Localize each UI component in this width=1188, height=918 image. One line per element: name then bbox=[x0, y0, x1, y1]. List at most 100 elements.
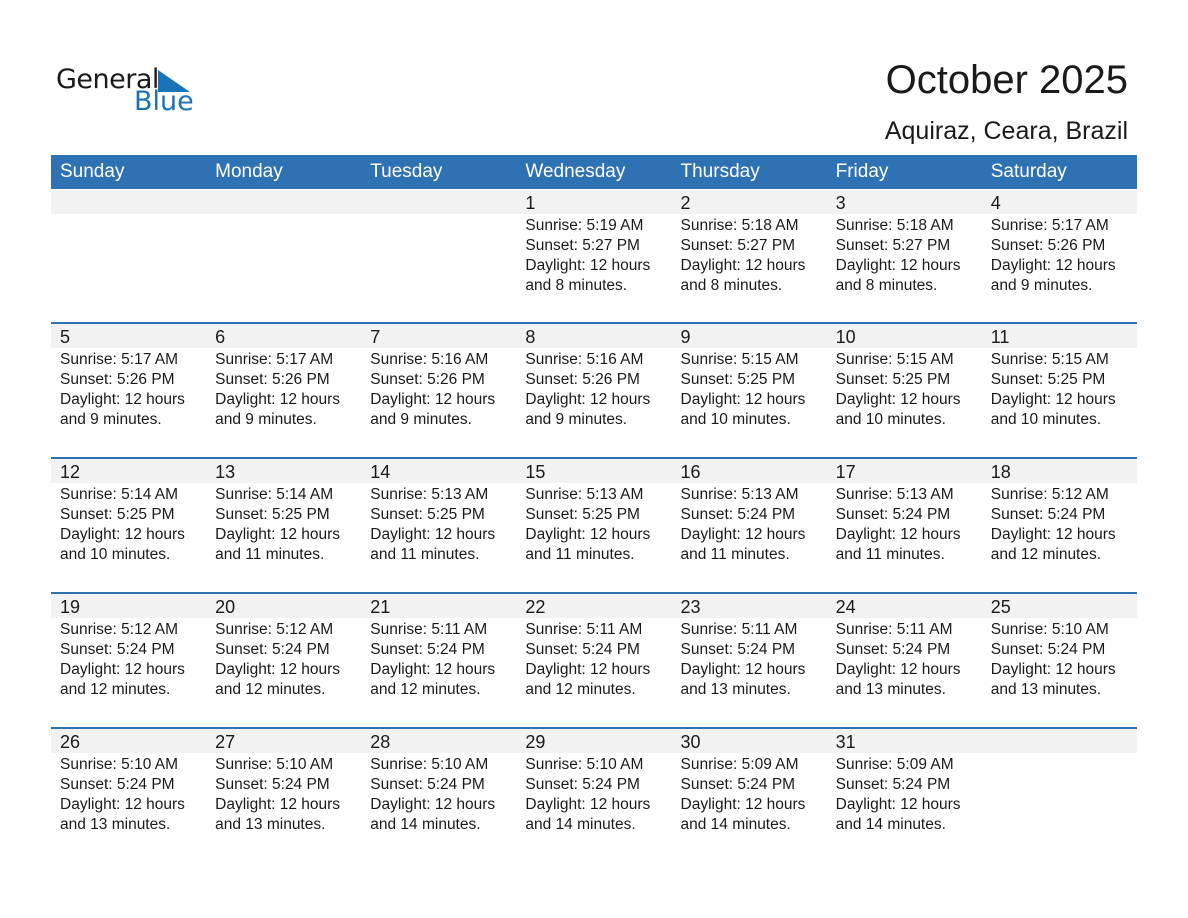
day-number-band bbox=[51, 190, 1137, 214]
daylight-text: Daylight: 12 hours bbox=[835, 391, 961, 408]
day-cell: 6 Sunrise: 5:17 AM Sunset: 5:26 PM Daylight… bbox=[206, 324, 361, 430]
daylight-text: Daylight: 12 hours bbox=[835, 796, 961, 813]
daylight-minutes: and 11 minutes. bbox=[215, 546, 325, 563]
daylight-minutes: and 12 minutes. bbox=[60, 681, 171, 698]
sunrise-text: Sunrise: 5:13 AM bbox=[835, 486, 954, 503]
sunset-text: Sunset: 5:24 PM bbox=[215, 641, 330, 658]
calendar-week: 5 Sunrise: 5:17 AM Sunset: 5:26 PM Daylight… bbox=[51, 324, 1137, 459]
sunset-text: Sunset: 5:24 PM bbox=[60, 776, 175, 793]
day-cell: 14 Sunrise: 5:13 AM Sunset: 5:25 PM Dayligh… bbox=[361, 459, 516, 565]
sunrise-text: Sunrise: 5:13 AM bbox=[680, 486, 799, 503]
logo-triangle-icon bbox=[158, 70, 190, 92]
daylight-text: Daylight: 12 hours bbox=[990, 257, 1116, 274]
day-cell: 24 Sunrise: 5:11 AM Sunset: 5:24 PM Dayligh… bbox=[827, 594, 982, 700]
sunrise-text: Sunrise: 5:10 AM bbox=[215, 756, 334, 773]
daylight-text: Daylight: 12 hours bbox=[680, 661, 806, 678]
day-number-band bbox=[51, 459, 1137, 483]
day-cell: 13 Sunrise: 5:14 AM Sunset: 5:25 PM Dayligh… bbox=[206, 459, 361, 565]
day-number: 12 bbox=[60, 462, 81, 482]
day-number-band bbox=[51, 729, 1137, 753]
sunrise-text: Sunrise: 5:10 AM bbox=[60, 756, 179, 773]
calendar-week: 26 Sunrise: 5:10 AM Sunset: 5:24 PM Dayligh… bbox=[51, 729, 1137, 864]
day-cell: 21 Sunrise: 5:11 AM Sunset: 5:24 PM Dayligh… bbox=[361, 594, 516, 700]
calendar-weeks: 1 Sunrise: 5:19 AM Sunset: 5:27 PM Daylight… bbox=[51, 189, 1137, 864]
sunrise-text: Sunrise: 5:16 AM bbox=[370, 351, 489, 368]
day-cell: 9 Sunrise: 5:15 AM Sunset: 5:25 PM Daylight… bbox=[672, 324, 827, 430]
sunrise-text: Sunrise: 5:11 AM bbox=[370, 621, 488, 638]
sunrise-text: Sunrise: 5:16 AM bbox=[525, 351, 644, 368]
day-number: 16 bbox=[680, 462, 701, 482]
daylight-minutes: and 11 minutes. bbox=[835, 546, 945, 563]
daylight-text: Daylight: 12 hours bbox=[370, 661, 496, 678]
sunrise-text: Sunrise: 5:17 AM bbox=[215, 351, 334, 368]
daylight-minutes: and 8 minutes. bbox=[525, 277, 628, 294]
day-number: 8 bbox=[525, 327, 536, 347]
day-number: 6 bbox=[215, 327, 226, 347]
sunrise-text: Sunrise: 5:12 AM bbox=[990, 486, 1109, 503]
day-number: 22 bbox=[525, 597, 546, 617]
day-cell: 3 Sunrise: 5:18 AM Sunset: 5:27 PM Daylight… bbox=[827, 189, 982, 296]
sunset-text: Sunset: 5:27 PM bbox=[835, 237, 951, 254]
day-number: 1 bbox=[525, 193, 536, 213]
sunset-text: Sunset: 5:26 PM bbox=[215, 371, 330, 388]
sunrise-text: Sunrise: 5:18 AM bbox=[835, 217, 954, 234]
sunrise-text: Sunrise: 5:14 AM bbox=[215, 486, 334, 503]
weekday-monday: Monday bbox=[215, 161, 283, 182]
sunset-text: Sunset: 5:24 PM bbox=[370, 776, 485, 793]
weekday-thursday: Thursday bbox=[680, 161, 760, 182]
weekday-saturday: Saturday bbox=[990, 161, 1067, 182]
daylight-minutes: and 12 minutes. bbox=[370, 681, 481, 698]
sunrise-text: Sunrise: 5:09 AM bbox=[835, 756, 954, 773]
daylight-minutes: and 9 minutes. bbox=[370, 411, 472, 428]
day-number: 23 bbox=[680, 597, 701, 617]
day-number: 9 bbox=[680, 327, 691, 347]
daylight-text: Daylight: 12 hours bbox=[215, 526, 341, 543]
sunset-text: Sunset: 5:25 PM bbox=[835, 371, 951, 388]
sunrise-text: Sunrise: 5:09 AM bbox=[680, 756, 799, 773]
logo-text-blue: Blue bbox=[134, 86, 194, 117]
sunset-text: Sunset: 5:25 PM bbox=[525, 506, 640, 523]
daylight-text: Daylight: 12 hours bbox=[990, 661, 1116, 678]
daylight-minutes: and 13 minutes. bbox=[835, 681, 946, 698]
daylight-minutes: and 13 minutes. bbox=[990, 681, 1102, 698]
day-cell: 11 Sunrise: 5:15 AM Sunset: 5:25 PM Dayligh… bbox=[982, 324, 1137, 430]
sunrise-text: Sunrise: 5:15 AM bbox=[835, 351, 954, 368]
day-number: 14 bbox=[370, 462, 391, 482]
daylight-minutes: and 14 minutes. bbox=[370, 816, 481, 833]
day-cell: 25 Sunrise: 5:10 AM Sunset: 5:24 PM Dayligh… bbox=[982, 594, 1137, 700]
generalblue-logo: General Blue bbox=[56, 64, 196, 120]
sunrise-text: Sunrise: 5:13 AM bbox=[525, 486, 644, 503]
logo-text-general: General bbox=[56, 64, 159, 95]
day-number: 20 bbox=[215, 597, 236, 617]
daylight-text: Daylight: 12 hours bbox=[370, 796, 496, 813]
day-cell: 10 Sunrise: 5:15 AM Sunset: 5:25 PM Dayligh… bbox=[827, 324, 982, 430]
sunrise-text: Sunrise: 5:19 AM bbox=[525, 217, 644, 234]
day-cell: 4 Sunrise: 5:17 AM Sunset: 5:26 PM Daylight… bbox=[982, 189, 1137, 296]
day-cell: 31 Sunrise: 5:09 AM Sunset: 5:24 PM Dayligh… bbox=[827, 729, 982, 835]
day-number: 29 bbox=[525, 732, 546, 752]
day-cell: 26 Sunrise: 5:10 AM Sunset: 5:24 PM Dayligh… bbox=[51, 729, 206, 835]
sunset-text: Sunset: 5:25 PM bbox=[60, 506, 175, 523]
sunset-text: Sunset: 5:26 PM bbox=[990, 237, 1106, 254]
daylight-minutes: and 10 minutes. bbox=[990, 411, 1102, 428]
day-cell: 20 Sunrise: 5:12 AM Sunset: 5:24 PM Dayligh… bbox=[206, 594, 361, 700]
daylight-minutes: and 13 minutes. bbox=[680, 681, 791, 698]
day-number: 13 bbox=[215, 462, 236, 482]
daylight-minutes: and 9 minutes. bbox=[525, 411, 628, 428]
sunset-text: Sunset: 5:24 PM bbox=[525, 641, 640, 658]
day-cell: 8 Sunrise: 5:16 AM Sunset: 5:26 PM Daylight… bbox=[516, 324, 671, 430]
daylight-minutes: and 12 minutes. bbox=[525, 681, 636, 698]
sunrise-text: Sunrise: 5:15 AM bbox=[680, 351, 799, 368]
sunset-text: Sunset: 5:24 PM bbox=[680, 641, 796, 658]
sunrise-text: Sunrise: 5:12 AM bbox=[215, 621, 334, 638]
sunset-text: Sunset: 5:24 PM bbox=[525, 776, 640, 793]
day-number: 27 bbox=[215, 732, 236, 752]
day-number: 31 bbox=[835, 732, 856, 752]
daylight-text: Daylight: 12 hours bbox=[525, 796, 651, 813]
daylight-minutes: and 14 minutes. bbox=[835, 816, 946, 833]
sunrise-text: Sunrise: 5:17 AM bbox=[990, 217, 1109, 234]
weekday-wednesday: Wednesday bbox=[525, 161, 626, 182]
day-number: 21 bbox=[370, 597, 391, 617]
sunrise-text: Sunrise: 5:10 AM bbox=[990, 621, 1109, 638]
daylight-text: Daylight: 12 hours bbox=[525, 661, 651, 678]
